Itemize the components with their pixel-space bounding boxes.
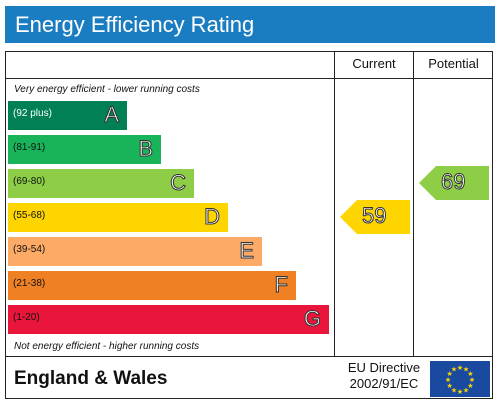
eu-directive: EU Directive 2002/91/EC	[342, 360, 426, 392]
eu-star-icon: ★	[446, 370, 452, 378]
band-a: (92 plus) A	[8, 101, 127, 130]
band-a-letter: A	[104, 102, 120, 128]
eu-star-icon: ★	[463, 366, 469, 374]
eu-star-icon: ★	[457, 388, 463, 396]
band-f: (21-38) F	[8, 271, 296, 300]
band-c-range: (69-80)	[13, 176, 46, 187]
rating-frame	[5, 51, 493, 399]
eu-star-icon: ★	[463, 386, 469, 394]
band-c-letter: C	[170, 170, 187, 196]
band-a-range: (92 plus)	[13, 108, 52, 119]
band-c: (69-80) C	[8, 169, 194, 198]
directive-line-2: 2002/91/EC	[349, 376, 419, 391]
bottom-note: Not energy efficient - higher running co…	[14, 341, 200, 352]
eu-flag-stars: ★★★★★★★★★ ★ ★★	[445, 364, 475, 396]
eu-star-icon: ★	[467, 370, 473, 378]
eu-star-icon: ★	[467, 382, 473, 390]
footer-divider	[5, 356, 493, 357]
band-e: (39-54) E	[8, 237, 262, 266]
eu-star-icon: ★	[469, 376, 475, 384]
band-e-letter: E	[239, 238, 255, 264]
band-g-range: (1-20)	[13, 312, 40, 323]
header-divider	[5, 78, 493, 79]
potential-column-divider	[413, 51, 414, 356]
chart-title: Energy Efficiency Rating	[15, 12, 255, 37]
band-d-letter: D	[204, 204, 221, 230]
potential-arrow-shape	[419, 166, 489, 200]
potential-rating-arrow: 69	[419, 166, 489, 200]
eu-star-icon: ★	[451, 386, 457, 394]
region-label: England & Wales	[14, 368, 168, 389]
potential-column-header: Potential	[428, 56, 479, 71]
potential-rating-value: 69	[440, 169, 466, 195]
band-b: (81-91) B	[8, 135, 161, 164]
eu-flag-icon: ★ ★ ★ ★ ★ ★ ★ ★ ★ ★ ★ ★	[430, 361, 490, 397]
current-rating-value: 59	[361, 203, 387, 229]
eu-star-icon: ★	[445, 376, 451, 384]
band-e-range: (39-54)	[13, 244, 46, 255]
band-f-range: (21-38)	[13, 278, 46, 289]
directive-line-1: EU Directive	[347, 360, 421, 375]
current-rating-arrow: 59	[340, 200, 410, 234]
band-b-range: (81-91)	[13, 142, 46, 153]
band-f-letter: F	[274, 272, 288, 298]
current-arrow-shape	[340, 200, 410, 234]
eu-star-icon: ★	[457, 364, 463, 372]
current-column-header: Current	[352, 56, 396, 71]
current-column-divider	[334, 51, 335, 356]
eu-star-icon: ★	[451, 366, 457, 374]
band-g: (1-20) G	[8, 305, 329, 334]
title-bar: Energy Efficiency Rating	[5, 6, 495, 43]
band-b-letter: B	[138, 136, 154, 162]
eu-star-icon: ★	[446, 382, 452, 390]
top-note: Very energy efficient - lower running co…	[14, 84, 200, 95]
band-d: (55-68) D	[8, 203, 228, 232]
band-g-letter: G	[303, 306, 321, 332]
band-d-range: (55-68)	[13, 210, 46, 221]
